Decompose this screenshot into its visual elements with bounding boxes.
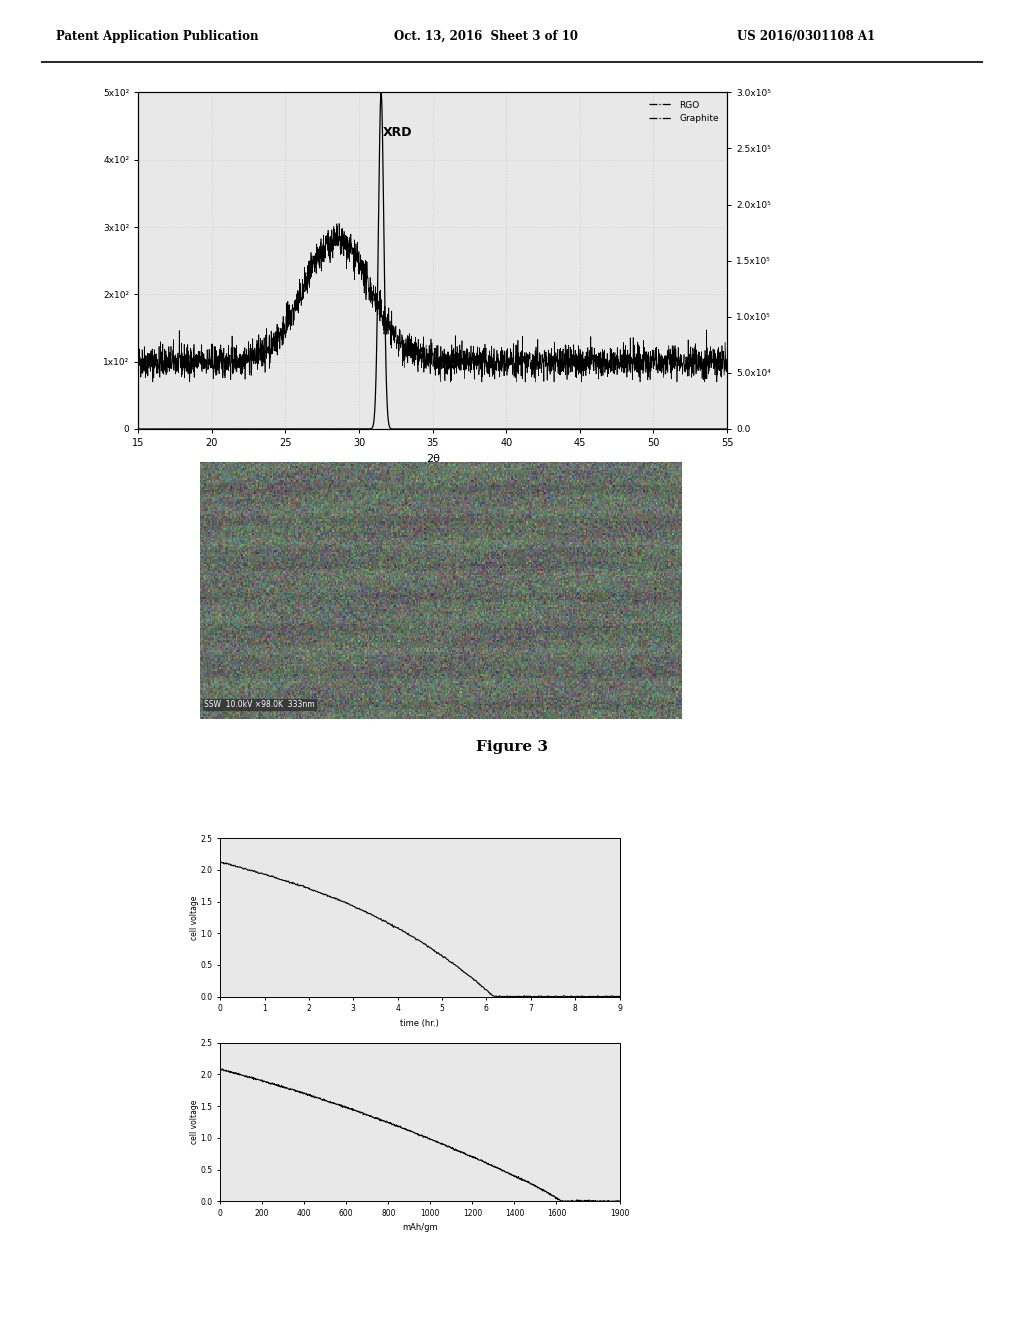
Text: Oct. 13, 2016  Sheet 3 of 10: Oct. 13, 2016 Sheet 3 of 10 — [394, 30, 579, 42]
Text: SSW  10.0kV ×98.0K  333nm: SSW 10.0kV ×98.0K 333nm — [205, 700, 315, 709]
Text: Patent Application Publication: Patent Application Publication — [56, 30, 259, 42]
X-axis label: 2θ: 2θ — [426, 454, 439, 463]
Text: XRD: XRD — [383, 125, 412, 139]
X-axis label: mAh/gm: mAh/gm — [402, 1224, 437, 1233]
Legend: RGO, Graphite: RGO, Graphite — [646, 96, 723, 127]
Y-axis label: cell voltage: cell voltage — [190, 895, 199, 940]
X-axis label: time (hr.): time (hr.) — [400, 1019, 439, 1028]
Y-axis label: cell voltage: cell voltage — [190, 1100, 199, 1144]
Text: Figure 3: Figure 3 — [476, 741, 548, 754]
Text: US 2016/0301108 A1: US 2016/0301108 A1 — [737, 30, 876, 42]
